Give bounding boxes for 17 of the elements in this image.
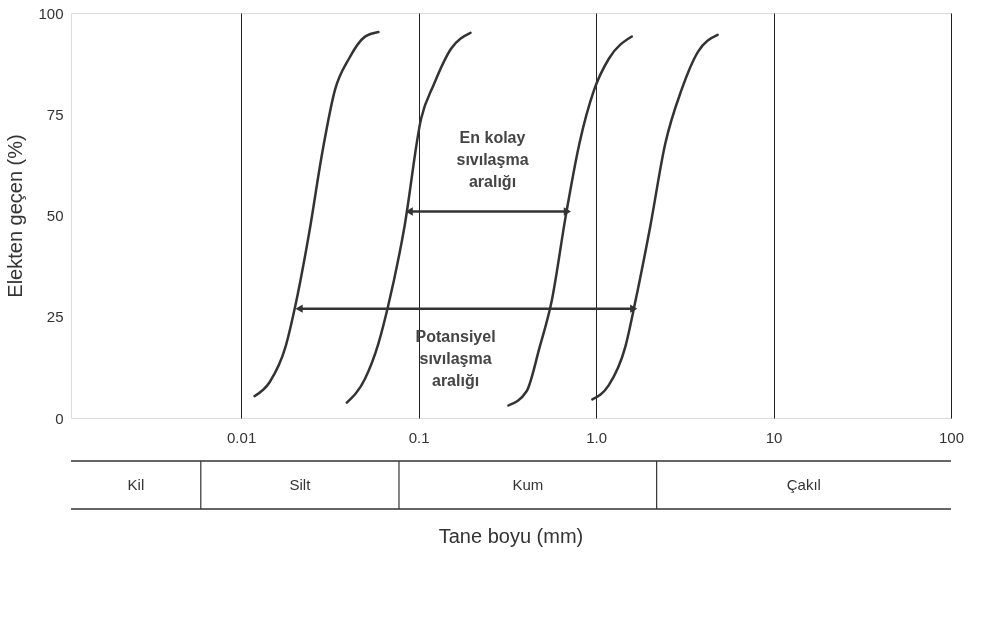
text: Silt	[289, 476, 312, 493]
text: Kum	[512, 476, 544, 493]
text: Çakıl	[786, 476, 821, 493]
x-tick-label: 0.1	[408, 428, 430, 446]
y-tick-label: 0	[55, 409, 64, 427]
x-axis-title: Tane boyu (mm)	[438, 525, 584, 547]
y-tick-label: 25	[46, 308, 64, 326]
x-tick-label: 10	[765, 428, 783, 446]
annotation: En kolay sıvılaşma aralığı	[456, 129, 529, 191]
x-tick-label: 0.01	[227, 428, 257, 446]
y-tick-label: 50	[46, 207, 64, 224]
x-tick-label: 100	[938, 428, 965, 446]
x-tick-label: 1.0	[586, 428, 607, 446]
y-axis-title: Elekten geçen (%)	[4, 134, 27, 298]
y-tick-label: 100	[38, 4, 64, 22]
text: Kil	[127, 476, 145, 493]
y-tick-label: 75	[46, 105, 64, 123]
